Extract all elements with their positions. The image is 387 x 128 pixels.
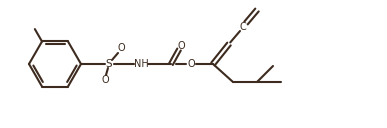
Text: C: C	[240, 22, 247, 32]
Text: NH: NH	[134, 59, 148, 69]
Text: O: O	[101, 75, 109, 85]
Text: O: O	[177, 41, 185, 51]
Text: O: O	[117, 43, 125, 53]
Text: S: S	[106, 59, 112, 69]
Text: O: O	[187, 59, 195, 69]
